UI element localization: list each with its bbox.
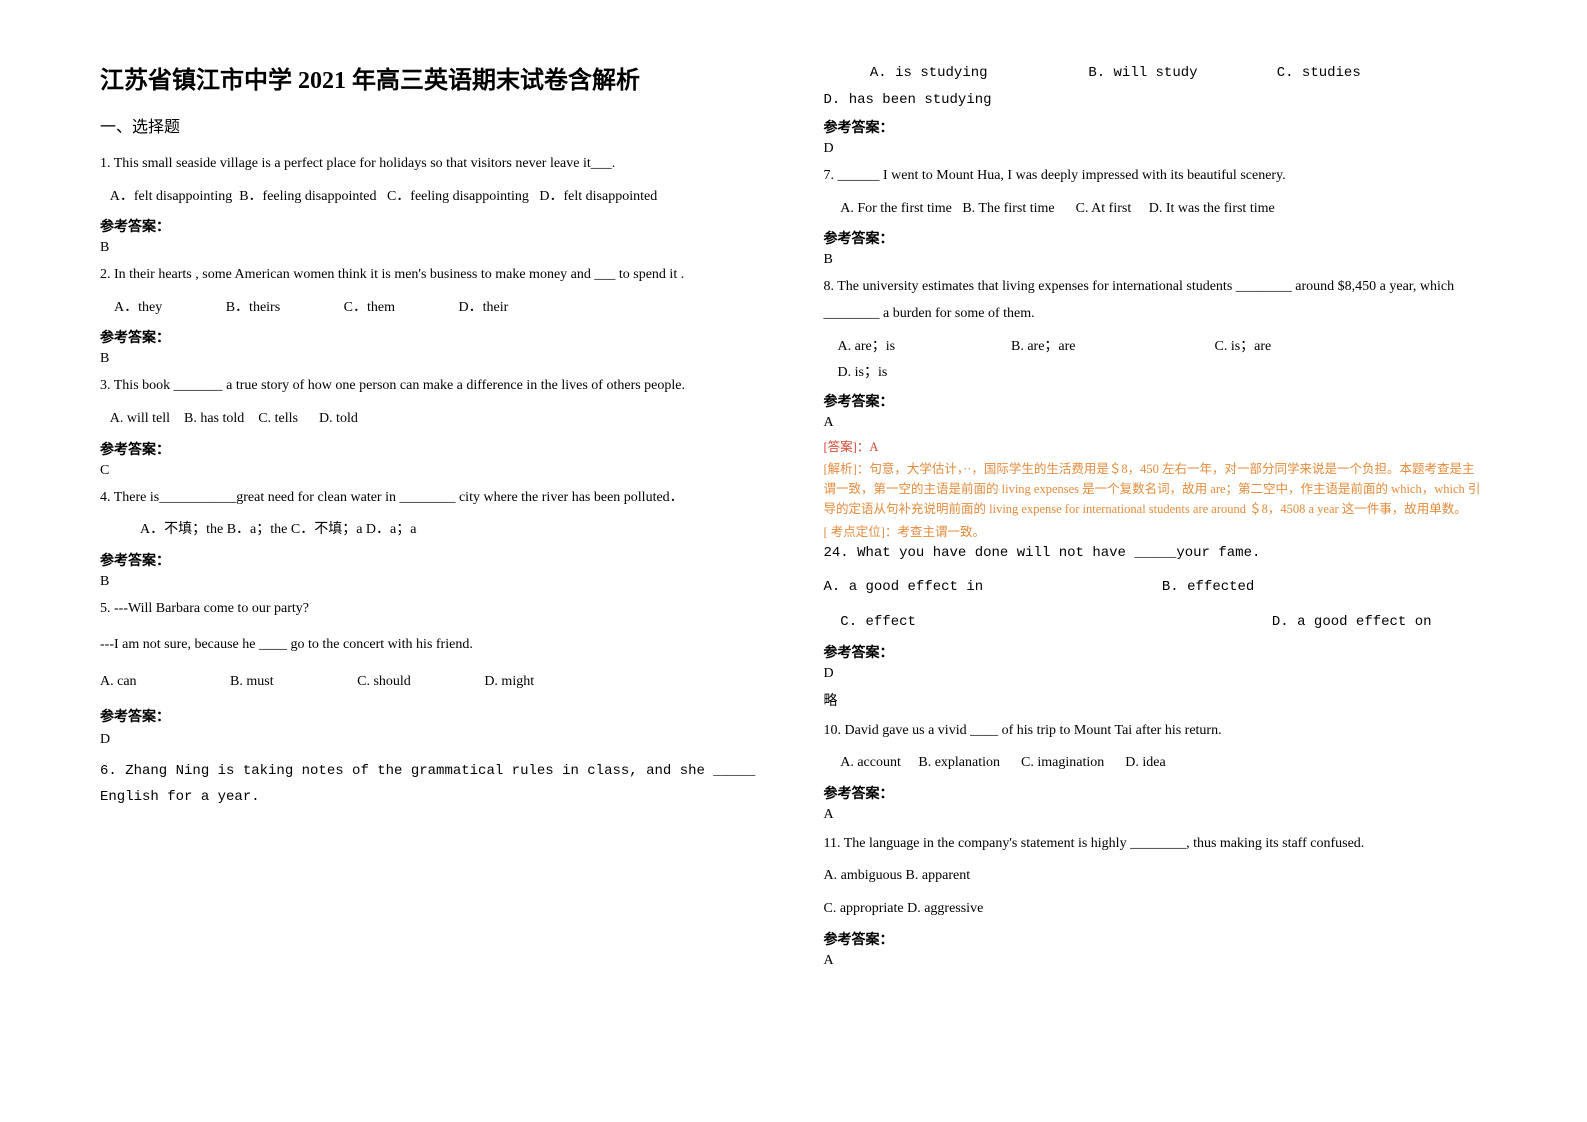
q5-line2: ---I am not sure, because he ____ go to …	[100, 632, 764, 659]
q24-answer: D	[824, 666, 1488, 682]
q3-answer: C	[100, 463, 764, 479]
q6-opt-b: B. will study	[1088, 60, 1268, 87]
q11-answer: A	[824, 953, 1488, 969]
q5-opt-c: C. should	[357, 669, 411, 696]
q8-text: 8. The university estimates that living …	[824, 274, 1488, 327]
doc-title: 江苏省镇江市中学 2021 年高三英语期末试卷含解析	[100, 60, 764, 95]
q6-text: 6. Zhang Ning is taking notes of the gra…	[100, 758, 764, 811]
q11-options-row2: C. appropriate D. aggressive	[824, 896, 1488, 923]
q5-options: A. can B. must C. should D. might	[100, 669, 764, 696]
q11-options-row1: A. ambiguous B. apparent	[824, 863, 1488, 890]
q11-text: 11. The language in the company's statem…	[824, 831, 1488, 858]
q8-analysis-body: [解析]：句意，大学估计，··，国际学生的生活费用是＄8，450 左右一年，对一…	[824, 459, 1488, 519]
q8-analysis-answer: [答案]：A	[824, 437, 1488, 457]
q10-answer-label: 参考答案：	[824, 783, 1488, 803]
q6-opt-d: D. has been studying	[824, 87, 992, 114]
q3-answer-label: 参考答案：	[100, 439, 764, 459]
q24-text: 24. What you have done will not have ___…	[824, 540, 1488, 567]
q1-answer: B	[100, 240, 764, 256]
q7-answer: B	[824, 252, 1488, 268]
q4-text: 4. There is___________great need for cle…	[100, 485, 764, 512]
left-column: 江苏省镇江市中学 2021 年高三英语期末试卷含解析 一、选择题 1. This…	[100, 60, 764, 975]
q5-opt-d: D. might	[484, 669, 534, 696]
q10-text: 10. David gave us a vivid ____ of his tr…	[824, 718, 1488, 745]
q10-options: A. account B. explanation C. imagination…	[824, 750, 1488, 777]
q7-answer-label: 参考答案：	[824, 228, 1488, 248]
q2-opt-d: D．their	[459, 295, 509, 322]
q2-opt-a: A．they	[114, 295, 162, 322]
q24-opt-b: B. effected	[1162, 574, 1254, 601]
q5-line1: 5. ---Will Barbara come to our party?	[100, 596, 764, 623]
q24-answer-label: 参考答案：	[824, 642, 1488, 662]
q24-options-row1: A. a good effect in B. effected	[824, 574, 1488, 601]
right-column: A. is studying B. will study C. studies …	[824, 60, 1488, 975]
q7-options: A. For the first time B. The first time …	[824, 196, 1488, 223]
q3-options: A. will tell B. has told C. tells D. tol…	[100, 406, 764, 433]
q2-opt-b: B．theirs	[226, 295, 280, 322]
q24-note: 略	[824, 690, 1488, 710]
q8-opt-c: C. is；are	[1215, 334, 1445, 361]
q5-opt-a: A. can	[100, 669, 137, 696]
q5-opt-b: B. must	[230, 669, 274, 696]
q2-text: 2. In their hearts , some American women…	[100, 262, 764, 289]
q4-options: A．不填；the B．a；the C．不填；a D．a；a	[100, 517, 764, 544]
q10-answer: A	[824, 807, 1488, 823]
q5-answer: D	[100, 732, 764, 748]
q24-opt-c: C. effect	[824, 609, 1264, 636]
q8-options: A. are；is B. are；are C. is；are D. is；is	[824, 334, 1488, 387]
q8-kaodian: [ 考点定位]：考查主谓一致。	[824, 521, 1488, 540]
q1-answer-label: 参考答案：	[100, 216, 764, 236]
q11-answer-label: 参考答案：	[824, 929, 1488, 949]
q6-answer: D	[824, 141, 1488, 157]
section-heading: 一、选择题	[100, 113, 764, 137]
q2-opt-c: C．them	[344, 295, 395, 322]
q8-kaodian-text: 考查主谓一致。	[897, 525, 985, 539]
q2-options: A．they B．theirs C．them D．their	[100, 295, 764, 322]
q8-answer: A	[824, 415, 1488, 431]
q4-answer-label: 参考答案：	[100, 550, 764, 570]
q2-answer-label: 参考答案：	[100, 327, 764, 347]
q5-answer-label: 参考答案：	[100, 706, 764, 726]
q1-options: A．felt disappointing B．feeling disappoin…	[100, 184, 764, 211]
q8-answer-label: 参考答案：	[824, 391, 1488, 411]
q24-opt-a: A. a good effect in	[824, 574, 1154, 601]
q6-options: A. is studying B. will study C. studies …	[824, 60, 1488, 113]
q6-opt-c: C. studies	[1277, 60, 1417, 87]
q6-opt-a: A. is studying	[870, 60, 1080, 87]
q1-text: 1. This small seaside village is a perfe…	[100, 151, 764, 178]
q4-answer: B	[100, 574, 764, 590]
q6-answer-label: 参考答案：	[824, 117, 1488, 137]
q2-answer: B	[100, 351, 764, 367]
q8-kaodian-label: [ 考点定位]：	[824, 525, 898, 539]
q8-opt-a: A. are；is	[838, 334, 1008, 361]
q3-text: 3. This book _______ a true story of how…	[100, 373, 764, 400]
q7-text: 7. ______ I went to Mount Hua, I was dee…	[824, 163, 1488, 190]
q8-opt-b: B. are；are	[1011, 334, 1211, 361]
q24-opt-d: D. a good effect on	[1272, 609, 1432, 636]
q24-options-row2: C. effect D. a good effect on	[824, 609, 1488, 636]
q8-opt-d: D. is；is	[838, 360, 888, 387]
